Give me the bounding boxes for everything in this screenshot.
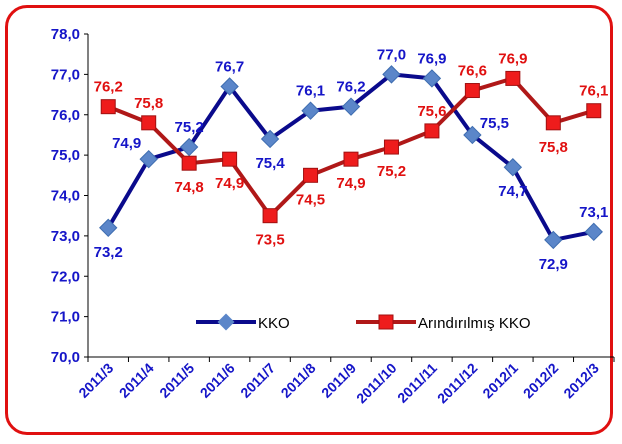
arindirilmis-data-label: 75,6 (417, 103, 446, 120)
x-tick-label: 2011/10 (353, 360, 400, 407)
kko-point (584, 222, 603, 242)
arindirilmis-data-label: 74,9 (215, 175, 244, 192)
kko-point (260, 129, 280, 149)
arindirilmis-data-label: 76,9 (498, 50, 527, 67)
kko-data-label: 76,9 (417, 50, 446, 67)
arindirilmis-point (222, 151, 238, 167)
arindirilmis-data-label: 75,2 (377, 163, 406, 180)
x-tick-label: 2011/4 (116, 360, 157, 401)
legend-kko-marker (217, 313, 235, 331)
y-tick-label: 73,0 (51, 228, 80, 245)
arindirilmis-point (505, 70, 521, 86)
kko-data-label: 75,5 (480, 115, 509, 132)
y-axis: 70,0 71,0 72,0 73,0 74,0 75,0 76,0 77,0 78,0 (51, 26, 89, 366)
arindirilmis-data-label: 76,1 (579, 83, 608, 100)
kko-point (382, 65, 401, 84)
y-tick-label: 72,0 (51, 268, 80, 285)
kko-data-label: 72,9 (539, 256, 568, 273)
kko-point (463, 125, 482, 145)
y-tick-label: 77,0 (51, 66, 80, 83)
kko-data-label: 73,2 (94, 244, 123, 261)
kko-point (220, 77, 239, 96)
arindirilmis-point (181, 155, 197, 171)
kko-data-label: 76,7 (215, 58, 244, 75)
kko-point (544, 230, 563, 250)
arindirilmis-data-label: 74,5 (296, 191, 325, 208)
x-tick-label: 2012/1 (479, 360, 521, 402)
y-tick-label: 70,0 (51, 349, 80, 366)
legend: KKO Arındırılmış KKO (196, 313, 531, 332)
legend-arindirilmis-marker (378, 314, 394, 330)
arindirilmis-data-label: 75,8 (134, 95, 163, 112)
kko-data-label: 76,2 (336, 79, 365, 96)
arindirilmis-point (383, 139, 399, 155)
kko-data-label: 75,2 (175, 119, 204, 136)
arindirilmis-point (586, 103, 602, 119)
kko-data-label: 73,1 (579, 204, 608, 221)
arindirilmis-point (303, 167, 319, 183)
y-tick-label: 78,0 (51, 26, 80, 43)
x-tick-label: 2011/3 (75, 360, 116, 401)
data-label-layer: 73,2 74,9 75,2 76,7 75,4 76,1 76,2 77,0 76,9 75,5… (94, 46, 609, 273)
x-axis: 2011/3 2011/4 2011/5 2011/6 2011/7 2011/8 2011… (75, 356, 615, 407)
arindirilmis-data-label: 73,5 (255, 232, 284, 249)
kko-point (179, 137, 199, 157)
x-tick-label: 2012/3 (560, 360, 602, 402)
kko-point (99, 218, 118, 237)
kko-point (301, 101, 320, 120)
arindirilmis-point (545, 115, 561, 131)
x-tick-label: 2011/8 (278, 360, 319, 401)
kko-data-label: 74,7 (498, 183, 527, 200)
arindirilmis-data-label: 75,8 (539, 139, 568, 156)
arindirilmis-point (100, 99, 116, 115)
arindirilmis-point (424, 123, 440, 139)
arindirilmis-point (262, 208, 278, 224)
kko-data-label: 76,1 (296, 83, 325, 100)
x-tick-label: 2011/11 (394, 360, 440, 406)
y-tick-label: 74,0 (51, 188, 80, 205)
x-tick-label: 2011/5 (156, 360, 197, 401)
kko-point (341, 97, 361, 116)
legend-arindirilmis-label: Arındırılmış KKO (418, 315, 531, 332)
arindirilmis-data-label: 76,6 (458, 63, 487, 80)
x-tick-label: 2012/2 (520, 360, 562, 402)
arindirilmis-point (464, 83, 480, 99)
y-tick-label: 71,0 (51, 309, 80, 326)
arindirilmis-point (343, 151, 359, 167)
y-tick-label: 75,0 (51, 147, 80, 164)
kko-point (422, 69, 442, 88)
legend-kko-label: KKO (258, 315, 290, 332)
series-layer (99, 65, 603, 250)
arindirilmis-data-label: 76,2 (94, 79, 123, 96)
kko-data-label: 77,0 (377, 46, 406, 63)
x-tick-label: 2011/7 (237, 360, 278, 401)
arindirilmis-point (141, 115, 157, 131)
kko-point (139, 149, 158, 169)
arindirilmis-data-label: 74,8 (175, 179, 204, 196)
arindirilmis-data-label: 74,9 (336, 175, 365, 192)
kko-data-label: 75,4 (255, 155, 285, 172)
kko-point (503, 158, 523, 177)
x-tick-label: 2011/6 (197, 360, 238, 401)
y-tick-label: 76,0 (51, 107, 80, 124)
kko-data-label: 74,9 (112, 135, 141, 152)
x-tick-label: 2011/12 (434, 360, 481, 407)
